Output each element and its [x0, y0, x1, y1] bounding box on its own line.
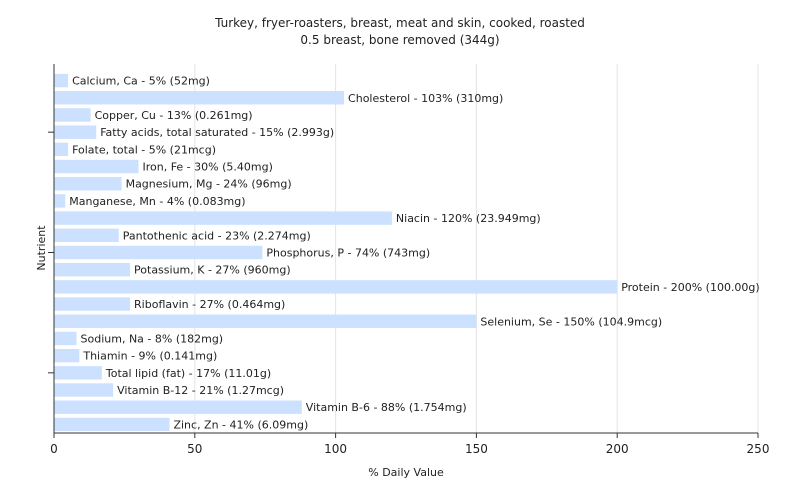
bar — [54, 417, 170, 432]
bar — [54, 177, 122, 191]
bar-label: Thiamin - 9% (0.141mg) — [82, 350, 217, 363]
bar — [54, 400, 302, 414]
bar — [54, 159, 139, 174]
x-tick-label: 0 — [50, 442, 58, 456]
chart-title: Turkey, fryer-roasters, breast, meat and… — [214, 16, 585, 30]
bar-label: Fatty acids, total saturated - 15% (2.99… — [100, 126, 334, 139]
bar — [54, 142, 69, 157]
x-tick-label: 150 — [465, 442, 488, 456]
x-axis-label: % Daily Value — [368, 466, 444, 479]
bar-label: Calcium, Ca - 5% (52mg) — [72, 75, 210, 88]
bar-label: Protein - 200% (100.00g) — [621, 281, 760, 294]
bar-label: Zinc, Zn - 41% (6.09mg) — [173, 418, 308, 431]
bar-label: Pantothenic acid - 23% (2.274mg) — [123, 229, 311, 242]
bar-label: Sodium, Na - 8% (182mg) — [81, 332, 224, 345]
bar — [54, 331, 77, 346]
gridlines — [194, 64, 759, 433]
bar-label: Folate, total - 5% (21mcg) — [72, 143, 216, 156]
bar — [54, 108, 91, 122]
bar-label: Potassium, K - 27% (960mg) — [134, 264, 291, 277]
bar-label: Vitamin B-6 - 88% (1.754mg) — [306, 401, 467, 414]
x-tick-labels: 0 50 100 150 200 250 — [50, 442, 769, 456]
x-tick-label: 100 — [324, 442, 347, 456]
bar — [54, 348, 80, 363]
bar — [54, 366, 102, 380]
bar — [54, 262, 131, 277]
bar — [54, 245, 263, 260]
bar-label: Phosphorus, P - 74% (743mg) — [266, 247, 430, 260]
bar-label: Total lipid (fat) - 17% (11.01g) — [105, 367, 271, 380]
axes — [48, 64, 759, 438]
bar — [54, 125, 97, 139]
bar — [54, 314, 477, 328]
bar-label: Vitamin B-12 - 21% (1.27mcg) — [117, 384, 284, 397]
bar — [54, 211, 392, 225]
bar — [54, 91, 345, 105]
x-tick-label: 200 — [606, 442, 629, 456]
bar-label: Manganese, Mn - 4% (0.083mg) — [69, 195, 245, 208]
bar — [54, 383, 114, 397]
bar — [54, 297, 131, 311]
bar — [54, 280, 618, 294]
x-tick-label: 50 — [187, 442, 202, 456]
chart-subtitle: 0.5 breast, bone removed (344g) — [300, 33, 499, 47]
x-tick-label: 250 — [747, 442, 770, 456]
bar — [54, 228, 119, 243]
bar-label: Selenium, Se - 150% (104.9mcg) — [480, 315, 662, 328]
bar-label: Niacin - 120% (23.949mg) — [396, 212, 541, 225]
bar-label: Riboflavin - 27% (0.464mg) — [134, 298, 285, 311]
bar-label: Cholesterol - 103% (310mg) — [348, 92, 503, 105]
bar-label: Iron, Fe - 30% (5.40mg) — [142, 161, 272, 174]
bars-group: Calcium, Ca - 5% (52mg) Cholesterol - 103… — [54, 73, 760, 432]
y-axis-label: Nutrient — [35, 225, 48, 271]
bar-label: Copper, Cu - 13% (0.261mg) — [95, 109, 253, 122]
bar-label: Magnesium, Mg - 24% (96mg) — [126, 178, 292, 191]
bar — [54, 73, 69, 88]
bar — [54, 194, 66, 208]
